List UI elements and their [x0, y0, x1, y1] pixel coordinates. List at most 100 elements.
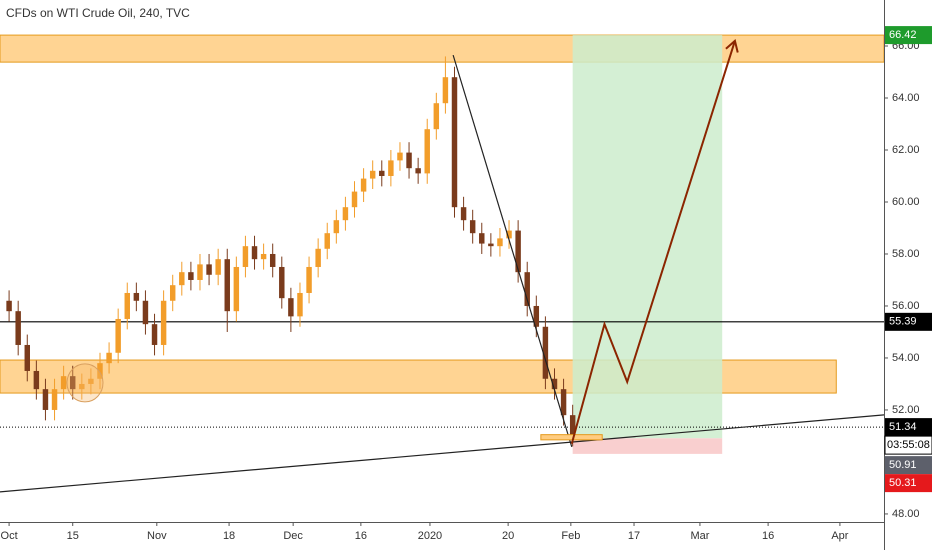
- candle-body: [124, 292, 130, 319]
- price-label-bg: [885, 418, 932, 437]
- candle-body: [6, 300, 12, 312]
- price-label-bg: [885, 312, 932, 331]
- candle-body: [397, 152, 403, 161]
- candle-body: [97, 363, 103, 379]
- candle-body: [215, 259, 221, 275]
- candle-body: [42, 389, 49, 410]
- y-tick-label: 52.00: [892, 404, 920, 416]
- candle-body: [224, 259, 230, 312]
- x-tick-label: Oct: [1, 530, 18, 542]
- x-tick-label: Dec: [283, 530, 303, 542]
- y-tick-label: 64.00: [892, 92, 920, 104]
- candle-body: [379, 170, 385, 176]
- candle-body: [251, 246, 258, 260]
- candle-body: [24, 344, 30, 371]
- candle-body: [388, 160, 394, 176]
- candle-body: [451, 77, 458, 208]
- candle-body: [469, 220, 476, 234]
- candle-body: [188, 272, 194, 280]
- price-label: 55.39: [889, 316, 917, 328]
- y-tick-label: 58.00: [892, 248, 920, 260]
- candle-body: [306, 266, 312, 293]
- candle-body: [33, 370, 40, 390]
- candle-body: [369, 170, 376, 179]
- y-tick-label: 60.00: [892, 196, 920, 208]
- candle-body: [297, 292, 303, 317]
- candle-body: [415, 168, 421, 174]
- candle-body: [506, 230, 512, 239]
- countdown-bg: [884, 435, 932, 455]
- candle-body: [51, 389, 58, 410]
- x-tick-label: Nov: [147, 530, 167, 542]
- candle-body: [424, 129, 430, 174]
- loss-zone: [572, 438, 723, 454]
- highlight-circle: [66, 363, 104, 403]
- trend-line: [452, 54, 573, 448]
- candle-body: [324, 233, 330, 249]
- candle-body: [560, 389, 567, 416]
- x-tick-label: Feb: [561, 530, 580, 542]
- candle-body: [479, 233, 485, 244]
- candle-body: [269, 253, 276, 267]
- zone: [0, 34, 885, 63]
- candle-body: [342, 207, 349, 221]
- arrow-head: [725, 38, 739, 53]
- y-tick-label: 54.00: [892, 352, 920, 364]
- candle-body: [533, 305, 540, 327]
- price-label: 66.42: [889, 29, 917, 41]
- price-label-bg: [885, 456, 932, 475]
- candle-body: [460, 207, 467, 221]
- trend-line: [0, 414, 885, 493]
- x-tick-label: 18: [223, 530, 235, 542]
- candle-body: [142, 300, 149, 325]
- candle-body: [442, 77, 449, 104]
- x-tick-label: 16: [355, 530, 367, 542]
- candle-body: [133, 292, 140, 301]
- candle-body: [315, 248, 321, 267]
- candle-body: [488, 243, 494, 247]
- x-tick-label: Apr: [831, 530, 848, 542]
- candle-body: [233, 266, 240, 312]
- candle-body: [333, 220, 340, 234]
- entry-marker: [540, 434, 603, 441]
- candle-body: [288, 298, 294, 317]
- candle-body: [15, 311, 21, 345]
- candle-body: [406, 152, 412, 169]
- candle-body: [260, 253, 267, 260]
- candle-body: [279, 266, 285, 299]
- x-tick-label: 15: [67, 530, 79, 542]
- candle-body: [524, 272, 530, 306]
- candle-body: [88, 378, 94, 384]
- candle-body: [179, 272, 185, 286]
- candle-body: [106, 352, 112, 364]
- candle-body: [360, 178, 367, 192]
- price-label-bg: [885, 26, 932, 45]
- x-tick-label: 17: [628, 530, 640, 542]
- price-label: 51.34: [889, 421, 917, 433]
- candle-body: [151, 324, 158, 345]
- y-tick-label: 56.00: [892, 300, 920, 312]
- y-tick-label: 48.00: [892, 508, 920, 520]
- candle-body: [242, 246, 249, 267]
- candle-body: [351, 191, 358, 208]
- candle-body: [79, 383, 85, 390]
- projection-path: [570, 40, 736, 445]
- candle-body: [115, 318, 121, 353]
- price-label-bg: [885, 474, 932, 493]
- profit-zone: [572, 35, 723, 439]
- candle-body: [515, 230, 521, 273]
- candle-body: [497, 238, 503, 247]
- candle-body: [169, 285, 176, 301]
- candle-body: [433, 103, 440, 130]
- price-label: 50.31: [889, 477, 917, 489]
- x-tick-label: 16: [762, 530, 774, 542]
- candle-body: [60, 376, 67, 390]
- x-tick-label: 2020: [418, 530, 442, 542]
- candle-body: [197, 264, 203, 280]
- y-tick-label: 62.00: [892, 144, 920, 156]
- x-tick-label: 20: [502, 530, 514, 542]
- candle-body: [206, 264, 212, 275]
- candle-body: [542, 326, 549, 379]
